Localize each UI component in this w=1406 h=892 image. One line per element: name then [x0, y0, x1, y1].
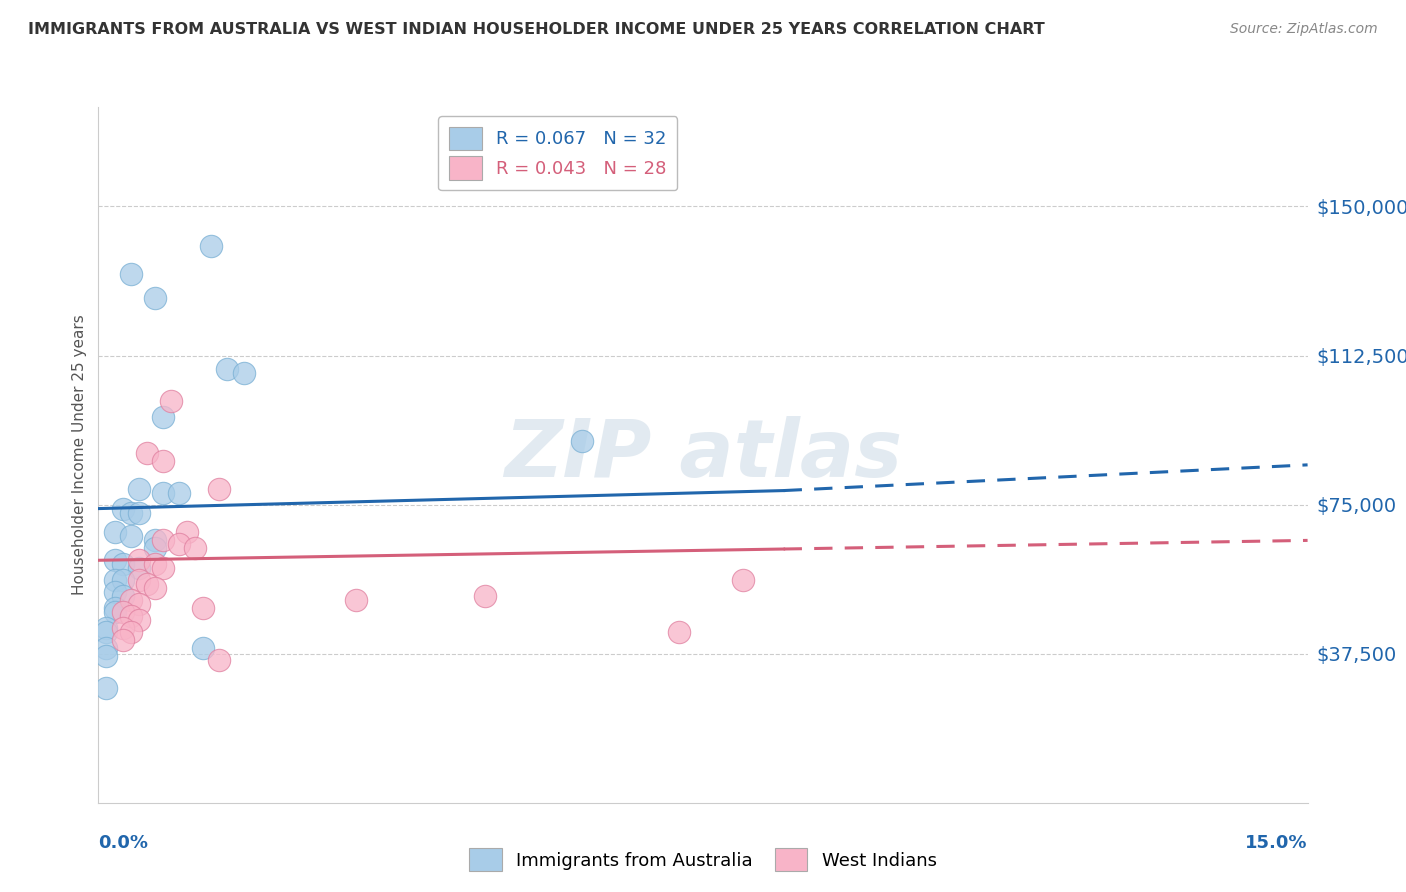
Text: ZIP atlas: ZIP atlas [503, 416, 903, 494]
Point [111, 621, 134, 635]
Point [208, 653, 231, 667]
Legend: Immigrants from Australia, West Indians: Immigrants from Australia, West Indians [463, 841, 943, 879]
Point [128, 613, 150, 627]
Point [193, 601, 215, 615]
Point [96, 681, 118, 695]
Y-axis label: Householder Income Under 25 years: Householder Income Under 25 years [72, 315, 87, 595]
Point [184, 541, 207, 556]
Point [152, 410, 174, 425]
Point [152, 485, 174, 500]
Point [103, 585, 125, 599]
Point [96, 624, 118, 639]
Point [143, 533, 166, 548]
Point [120, 624, 142, 639]
Point [111, 605, 134, 619]
Point [128, 506, 150, 520]
Point [152, 561, 174, 575]
Point [120, 609, 142, 624]
Point [135, 446, 157, 460]
Point [152, 533, 174, 548]
Text: Source: ZipAtlas.com: Source: ZipAtlas.com [1230, 22, 1378, 37]
Point [135, 577, 157, 591]
Point [217, 362, 239, 376]
Point [208, 482, 231, 496]
Point [143, 581, 166, 595]
Point [167, 485, 190, 500]
Point [96, 640, 118, 655]
Point [111, 573, 134, 587]
Point [120, 267, 142, 281]
Point [143, 558, 166, 572]
Point [128, 482, 150, 496]
Point [120, 506, 142, 520]
Point [571, 434, 593, 448]
Point [111, 558, 134, 572]
Point [143, 291, 166, 305]
Point [120, 529, 142, 543]
Point [733, 573, 755, 587]
Point [111, 632, 134, 647]
Text: IMMIGRANTS FROM AUSTRALIA VS WEST INDIAN HOUSEHOLDER INCOME UNDER 25 YEARS CORRE: IMMIGRANTS FROM AUSTRALIA VS WEST INDIAN… [28, 22, 1045, 37]
Point [193, 640, 215, 655]
Point [96, 621, 118, 635]
Point [128, 597, 150, 611]
Point [474, 589, 496, 603]
Point [152, 454, 174, 468]
Point [103, 573, 125, 587]
Point [103, 525, 125, 540]
Point [128, 553, 150, 567]
Point [96, 648, 118, 663]
Point [200, 239, 222, 253]
Legend: R = 0.067   N = 32, R = 0.043   N = 28: R = 0.067 N = 32, R = 0.043 N = 28 [439, 116, 678, 191]
Point [167, 537, 190, 551]
Text: 15.0%: 15.0% [1246, 834, 1308, 852]
Point [103, 553, 125, 567]
Point [143, 541, 166, 556]
Point [103, 605, 125, 619]
Point [176, 525, 198, 540]
Point [128, 573, 150, 587]
Point [103, 601, 125, 615]
Point [111, 589, 134, 603]
Point [128, 561, 150, 575]
Text: 0.0%: 0.0% [98, 834, 149, 852]
Point [232, 367, 254, 381]
Point [160, 394, 183, 409]
Point [111, 501, 134, 516]
Point [120, 593, 142, 607]
Point [344, 593, 367, 607]
Point [668, 624, 690, 639]
